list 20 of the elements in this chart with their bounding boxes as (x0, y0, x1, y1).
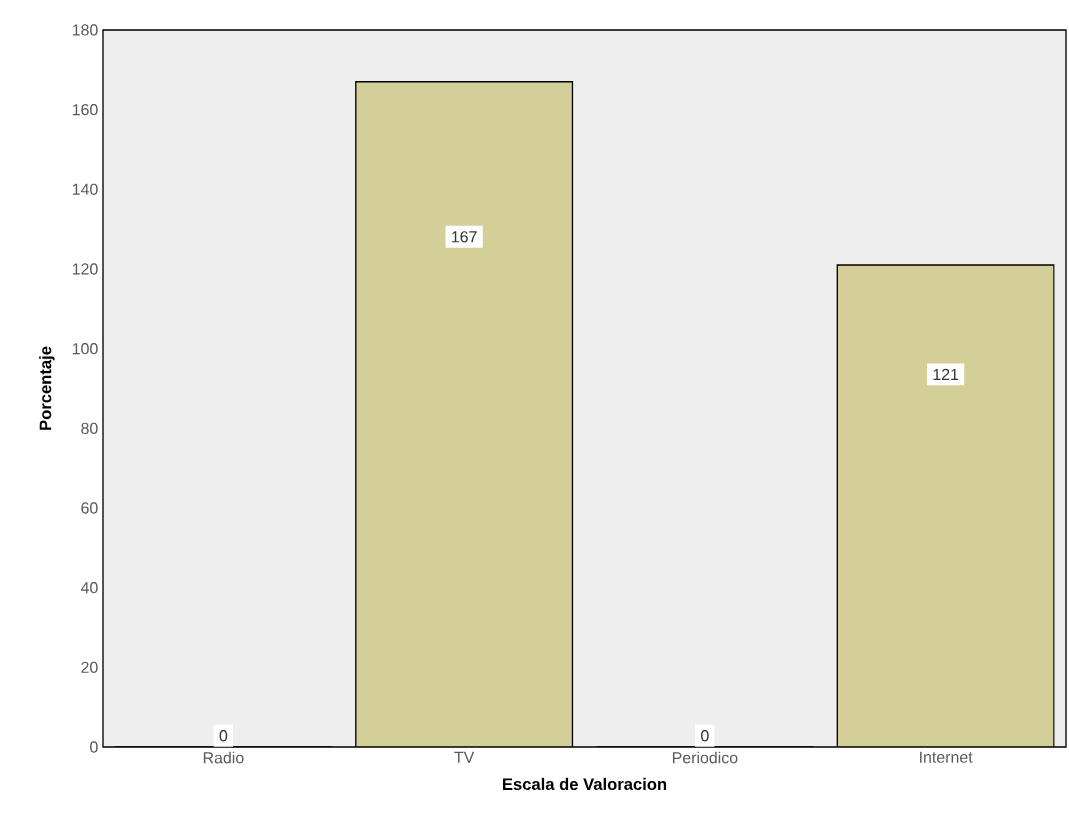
y-tick-label: 40 (80, 582, 98, 594)
data-label: 0 (701, 730, 709, 742)
y-tick-label: 180 (72, 24, 98, 36)
x-tick-label: TV (454, 751, 475, 763)
y-tick-label: 60 (81, 502, 98, 514)
y-tick-label: 160 (72, 104, 98, 116)
x-tick-label: Internet (920, 751, 973, 763)
y-tick-label: 20 (81, 661, 98, 673)
y-tick-label: 120 (72, 263, 98, 275)
y-tick-label: 0 (90, 741, 98, 753)
y-tick-label: 140 (72, 183, 98, 195)
data-label: 167 (452, 231, 477, 243)
data-label: 0 (219, 730, 228, 742)
y-tick-label: 100 (72, 343, 98, 355)
y-axis-title: Porcentaje (39, 346, 55, 430)
x-tick-label: Periodico (672, 751, 738, 764)
x-tick-label: Radio (203, 751, 244, 764)
data-label: 121 (933, 368, 959, 380)
x-axis-title: Escala de Valoracion (503, 777, 667, 791)
y-tick-label: 80 (81, 422, 98, 434)
